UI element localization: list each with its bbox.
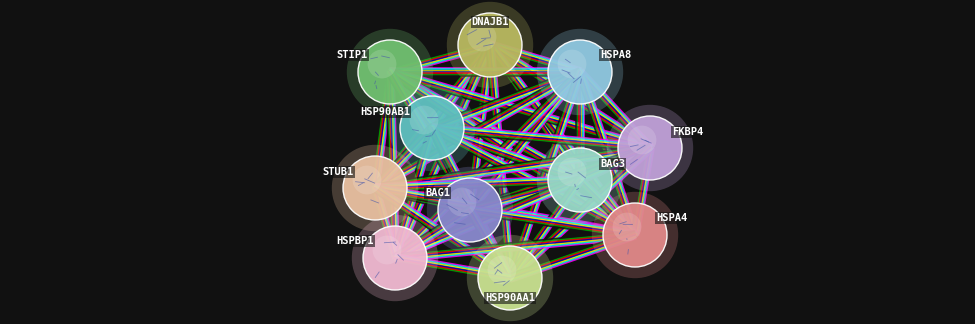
Text: HSPA8: HSPA8 [600, 50, 631, 60]
Circle shape [447, 2, 533, 88]
Circle shape [467, 235, 553, 321]
Circle shape [618, 116, 682, 180]
Circle shape [410, 106, 439, 134]
Circle shape [558, 157, 586, 186]
Circle shape [537, 29, 623, 115]
Text: STIP1: STIP1 [336, 50, 368, 60]
Circle shape [592, 192, 679, 278]
Text: HSPA4: HSPA4 [656, 213, 687, 223]
Circle shape [628, 126, 656, 155]
Circle shape [458, 13, 522, 77]
Circle shape [353, 166, 381, 194]
Circle shape [352, 215, 438, 301]
Circle shape [548, 40, 612, 104]
Circle shape [332, 145, 418, 231]
Circle shape [478, 246, 542, 310]
Circle shape [358, 40, 422, 104]
Circle shape [347, 29, 433, 115]
Circle shape [438, 178, 502, 242]
Circle shape [400, 96, 464, 160]
Circle shape [603, 203, 667, 267]
Text: HSPBP1: HSPBP1 [336, 236, 374, 246]
Circle shape [468, 23, 496, 52]
Text: HSP90AB1: HSP90AB1 [360, 107, 410, 117]
Circle shape [389, 85, 475, 171]
Circle shape [448, 188, 477, 216]
Text: BAG3: BAG3 [600, 159, 625, 169]
Circle shape [372, 236, 402, 264]
Circle shape [343, 156, 407, 220]
Text: DNAJB1: DNAJB1 [471, 17, 509, 27]
Circle shape [558, 50, 586, 78]
Text: BAG1: BAG1 [425, 188, 450, 198]
Text: HSP90AA1: HSP90AA1 [485, 293, 535, 303]
Circle shape [606, 105, 693, 191]
Circle shape [548, 148, 612, 212]
Circle shape [427, 167, 513, 253]
Circle shape [363, 226, 427, 290]
Circle shape [368, 50, 397, 78]
Text: STUB1: STUB1 [323, 167, 354, 177]
Circle shape [612, 213, 642, 241]
Circle shape [488, 256, 517, 284]
Text: FKBP4: FKBP4 [672, 127, 703, 137]
Circle shape [537, 137, 623, 223]
